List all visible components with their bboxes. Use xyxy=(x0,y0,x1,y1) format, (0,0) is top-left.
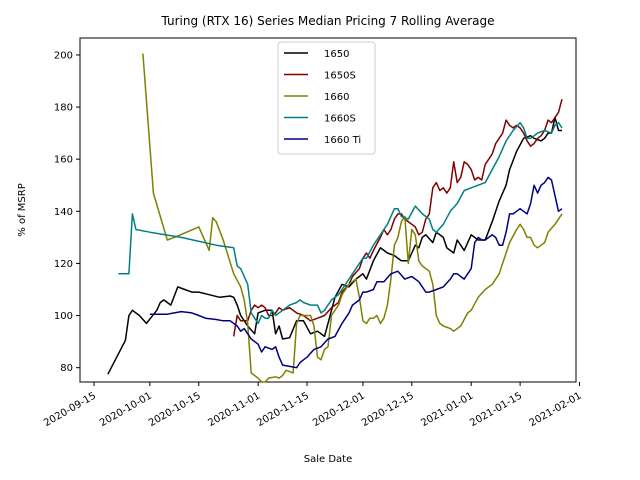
legend-label: 1660 Ti xyxy=(324,135,361,146)
legend: 1650 1650S 1660 1660S 1660 Ti xyxy=(277,41,376,155)
legend-label: 1660S xyxy=(324,114,356,125)
y-tick-label: 140 xyxy=(54,207,73,218)
legend-label: 1650 xyxy=(324,49,349,60)
y-tick-label: 180 xyxy=(54,103,73,114)
y-axis-label: % of MSRP xyxy=(17,183,28,236)
series-line-1660s xyxy=(118,121,563,325)
series-line-1660 xyxy=(142,53,563,383)
x-tick-label: 2021-01-15 xyxy=(468,391,524,430)
x-tick-label: 2020-09-15 xyxy=(42,391,98,430)
series-line-1660-ti xyxy=(149,176,563,369)
chart-title: Turing (RTX 16) Series Median Pricing 7 … xyxy=(160,14,494,28)
x-axis-label: Sale Date xyxy=(304,454,353,465)
x-tick-label: 2021-01-01 xyxy=(419,391,475,430)
x-tick-label: 2020-12-01 xyxy=(311,391,367,430)
y-axis: 80 100 120 140 160 180 200 xyxy=(54,50,80,374)
series-line-1650 xyxy=(107,116,562,375)
x-tick-label: 2020-10-01 xyxy=(98,391,154,430)
legend-label: 1660 xyxy=(324,92,349,103)
x-tick-label: 2020-11-01 xyxy=(206,391,262,430)
plot-area xyxy=(79,37,577,383)
x-tick-label: 2020-12-15 xyxy=(360,391,416,430)
y-tick-label: 120 xyxy=(54,259,73,270)
legend-box xyxy=(277,41,376,155)
y-tick-label: 100 xyxy=(54,311,73,322)
x-tick-label: 2020-11-15 xyxy=(255,391,311,430)
y-tick-label: 200 xyxy=(54,50,73,61)
x-tick-label: 2021-02-01 xyxy=(528,391,584,430)
legend-label: 1650S xyxy=(324,71,356,82)
x-tick-label: 2020-10-15 xyxy=(147,391,203,430)
y-tick-label: 80 xyxy=(60,363,73,374)
y-tick-label: 160 xyxy=(54,155,73,166)
series-layer xyxy=(107,53,563,383)
